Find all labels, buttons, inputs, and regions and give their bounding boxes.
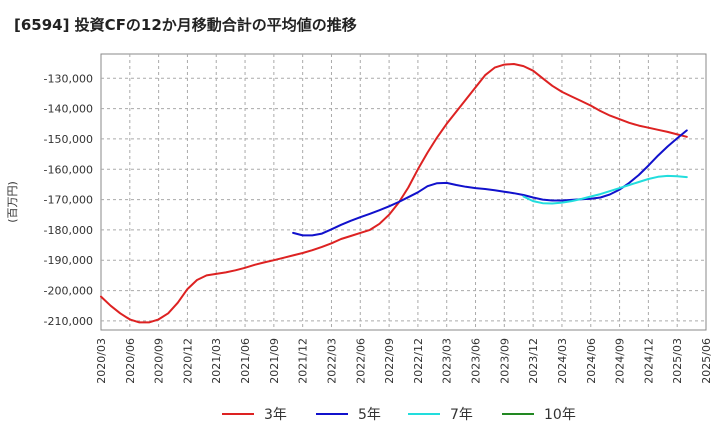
x-tick-label: 2024/03 [556, 338, 569, 384]
legend-label: 7年 [450, 407, 473, 423]
x-tick-label: 2025/06 [700, 338, 713, 384]
chart-title: [6594] 投資CFの12か月移動合計の平均値の推移 [14, 16, 357, 34]
x-tick-label: 2020/03 [95, 338, 108, 384]
x-tick-layer: 2020/03 2020/06 2020/09 2020/12 2021/03 2021/… [95, 338, 713, 384]
x-tick-label: 2023/12 [527, 338, 540, 384]
y-tick-label: -190,000 [44, 254, 93, 267]
y-tick-label: -210,000 [44, 315, 93, 328]
grid-layer [101, 54, 706, 330]
legend-label: 10年 [544, 407, 576, 423]
legend-item-10年: 10年 [502, 407, 576, 423]
x-tick-label: 2021/06 [239, 338, 252, 384]
series-line-3年 [100, 63, 688, 324]
legend-label: 3年 [264, 407, 287, 423]
legend: 3年 5年 7年 10年 [222, 407, 576, 423]
x-tick-label: 2023/03 [441, 338, 454, 384]
y-tick-label: -200,000 [44, 285, 93, 298]
x-tick-label: 2020/12 [181, 338, 194, 384]
y-tick-label: -170,000 [44, 194, 93, 207]
y-tick-label: -160,000 [44, 163, 93, 176]
y-tick-label: -150,000 [44, 133, 93, 146]
x-tick-label: 2024/09 [614, 338, 627, 384]
x-tick-label: 2020/09 [153, 338, 166, 384]
x-tick-label: 2022/06 [354, 338, 367, 384]
x-tick-label: 2025/03 [671, 338, 684, 384]
y-axis-label: (百万円) [6, 181, 19, 223]
legend-item-5年: 5年 [316, 407, 381, 423]
legend-item-3年: 3年 [222, 407, 287, 423]
x-tick-label: 2022/12 [412, 338, 425, 384]
x-tick-label: 2021/09 [268, 338, 281, 384]
x-tick-label: 2023/06 [470, 338, 483, 384]
y-tick-layer: -130,000 -140,000 -150,000 -160,000 -170,000… [44, 72, 93, 328]
x-tick-label: 2020/06 [124, 338, 137, 384]
x-tick-label: 2024/12 [642, 338, 655, 384]
x-tick-label: 2022/03 [325, 338, 338, 384]
series-line-7年 [522, 174, 688, 205]
y-tick-label: -180,000 [44, 224, 93, 237]
legend-item-7年: 7年 [408, 407, 473, 423]
series-layer [100, 63, 688, 324]
x-tick-label: 2022/09 [383, 338, 396, 384]
x-tick-label: 2021/03 [210, 338, 223, 384]
x-tick-label: 2021/12 [297, 338, 310, 384]
x-tick-label: 2023/09 [498, 338, 511, 384]
x-tick-label: 2024/06 [585, 338, 598, 384]
legend-label: 5年 [358, 407, 381, 423]
y-tick-label: -140,000 [44, 103, 93, 116]
y-tick-label: -130,000 [44, 72, 93, 85]
